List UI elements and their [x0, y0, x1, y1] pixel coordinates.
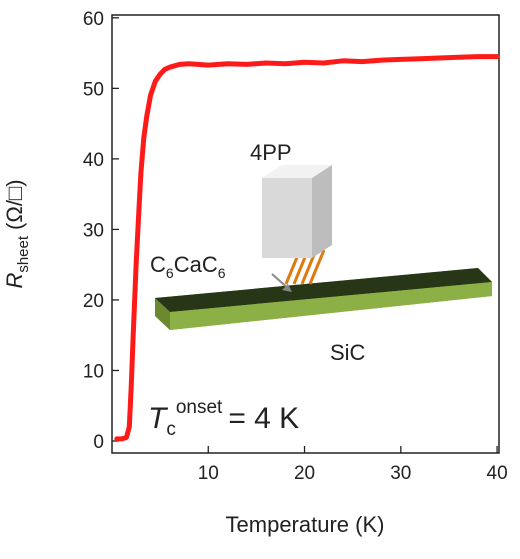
- probe-head-front: [262, 178, 312, 258]
- y-tick-label: 30: [83, 220, 104, 241]
- substrate-end: [155, 298, 170, 330]
- inset: [155, 165, 492, 330]
- x-tick-label: 40: [487, 463, 508, 484]
- annotation-part: T: [148, 402, 169, 435]
- plot-frame: [111, 14, 500, 454]
- annotation: SiC: [330, 340, 366, 365]
- annotation-part: c: [166, 419, 176, 440]
- y-tick-label: 40: [83, 150, 104, 171]
- y-tick-label: 10: [83, 361, 104, 382]
- y-tick-label: 50: [83, 79, 104, 100]
- x-tick-label: 20: [294, 463, 315, 484]
- substrate-top: [155, 268, 492, 312]
- x-tick-label: 30: [390, 463, 411, 484]
- probe-head-top: [262, 165, 332, 178]
- annotation-part: C: [150, 252, 166, 277]
- y-tick-label: 0: [93, 432, 104, 453]
- y-label-unit: (Ω/□): [2, 179, 27, 230]
- y-label-sub: sheet: [15, 235, 32, 273]
- annotation-part: = 4 K: [228, 402, 299, 435]
- data-line: [114, 54, 500, 442]
- x-tick-label: 10: [198, 463, 219, 484]
- x-axis-label: Temperature (K): [226, 512, 385, 537]
- annotation-part: onset: [176, 397, 223, 418]
- y-label-symbol: R: [2, 273, 27, 289]
- y-tick-label: 20: [83, 291, 104, 312]
- annotation-part: 6: [166, 265, 174, 281]
- annotation-part: C: [202, 252, 218, 277]
- annotation: Tconset = 4 K: [148, 397, 299, 440]
- y-tick-label: 60: [83, 9, 104, 30]
- arrow-head: [282, 284, 292, 292]
- y-axis-label: Rsheet (Ω/□): [2, 179, 32, 288]
- annotation-part: 6: [218, 265, 226, 281]
- probe-head-side: [312, 165, 332, 258]
- substrate-front: [170, 282, 492, 330]
- annotation-part: Ca: [174, 252, 203, 277]
- annotation: 4PP: [250, 140, 292, 165]
- annotation: C6CaC6: [150, 252, 226, 281]
